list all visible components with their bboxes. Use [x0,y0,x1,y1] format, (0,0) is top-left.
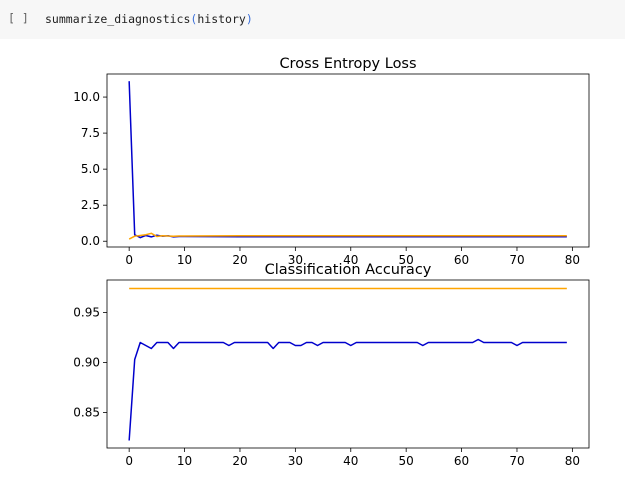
loss-chart: 0 10 20 30 40 50 60 70 80 0.0 2.5 5.0 7.5 10.0 Cross E… [73,56,590,267]
loss-x-tick-label: 20 [232,253,247,267]
loss-x-tick-label: 40 [343,253,358,267]
accuracy-plot-frame [106,279,590,449]
loss-x-tick-label: 50 [399,253,414,267]
loss-y-tick-label: 5.0 [81,162,100,176]
loss-chart-title: Cross Entropy Loss [279,56,416,72]
loss-y-tick-label: 7.5 [81,126,100,140]
run-cell-button[interactable]: [ ] [8,11,29,25]
loss-series-line-0 [128,81,567,239]
accuracy-y-tick-label: 0.85 [73,406,100,420]
accuracy-x-tick-label: 20 [232,454,247,468]
loss-y-tick-label: 0.0 [81,234,100,248]
accuracy-x-tick-label: 70 [509,454,524,468]
code-open-paren: ( [190,12,198,26]
accuracy-x-tick-label: 50 [399,454,414,468]
accuracy-series-line-0 [128,338,567,441]
diagnostics-figure: 0 10 20 30 40 50 60 70 80 0.0 2.5 5.0 7.5 10.0 Cross E… [73,56,590,468]
loss-x-tick-label: 60 [454,253,469,267]
accuracy-chart-title: Classification Accuracy [265,262,432,278]
accuracy-y-tick-label: 0.90 [73,356,100,370]
code-argument: history [197,12,246,26]
accuracy-x-tick-label: 30 [288,454,303,468]
accuracy-chart: 0 10 20 30 40 50 60 70 80 0.85 0.90 0.95 Classificat… [73,262,590,468]
accuracy-x-tick-label: 60 [454,454,469,468]
accuracy-x-tick-label: 0 [125,454,133,468]
loss-x-tick-label: 0 [125,253,133,267]
accuracy-x-tick-label: 10 [177,454,192,468]
loss-series-line-1 [128,232,567,240]
loss-x-tick-label: 10 [177,253,192,267]
loss-x-tick-label: 30 [288,253,303,267]
code-function-name: summarize_diagnostics [45,12,191,26]
accuracy-y-tick-label: 0.95 [73,306,100,320]
code-line[interactable]: summarize_diagnostics(history) [45,12,253,26]
cell-output: 0 10 20 30 40 50 60 70 80 0.0 2.5 5.0 7.5 10.0 Cross E… [0,39,625,491]
loss-plot-frame [106,73,590,248]
loss-y-tick-label: 2.5 [81,198,100,212]
code-cell[interactable]: [ ] summarize_diagnostics(history) [0,0,625,39]
loss-x-tick-label: 70 [509,253,524,267]
accuracy-x-tick-label: 40 [343,454,358,468]
loss-x-tick-label: 80 [565,253,580,267]
code-close-paren: ) [245,12,253,26]
accuracy-x-tick-label: 80 [565,454,580,468]
loss-y-tick-label: 10.0 [73,90,100,104]
